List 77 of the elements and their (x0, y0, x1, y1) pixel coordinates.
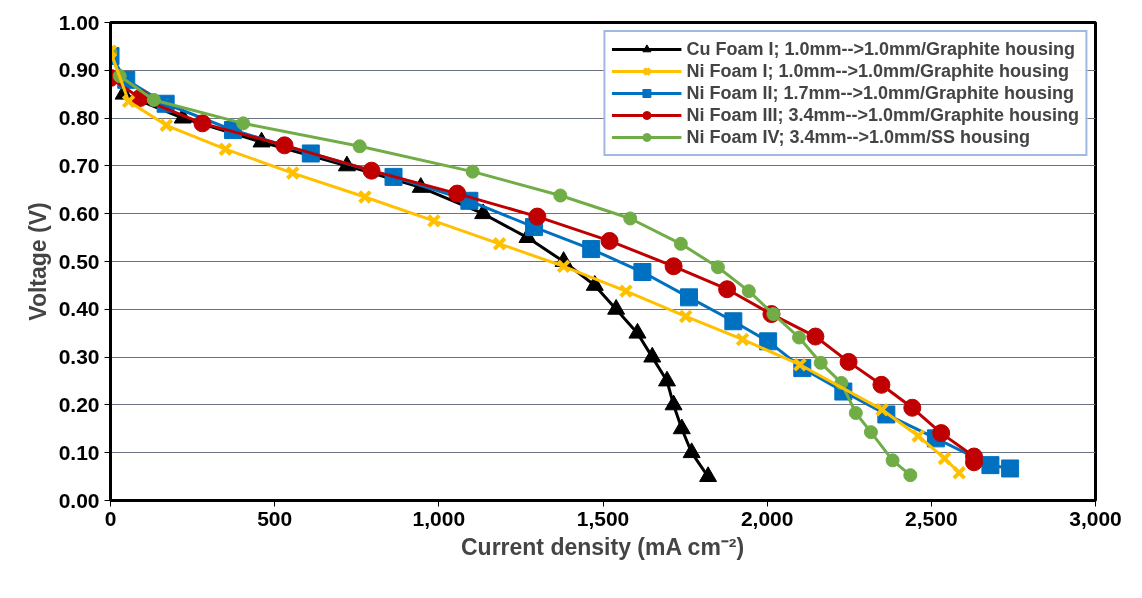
point (357, 189, 373, 205)
y-tick-label: 0.40 (58, 297, 100, 321)
point (680, 288, 699, 307)
point (285, 165, 301, 181)
point (633, 263, 652, 282)
point (121, 94, 136, 109)
point (885, 453, 900, 468)
point (275, 136, 294, 155)
point (903, 398, 922, 417)
point (582, 240, 601, 259)
y-tick-label: 0.70 (58, 153, 100, 177)
point (618, 283, 634, 299)
y-tick-label: 1.00 (58, 10, 100, 34)
x-tick-label: 500 (257, 506, 293, 530)
point (218, 141, 233, 157)
legend-label: Ni Foam IV; 3.4mm-->1.0mm/SS housing (686, 126, 1031, 148)
x-tick-label: 1,000 (412, 506, 466, 530)
point (146, 92, 161, 107)
point (848, 406, 863, 421)
point (792, 330, 807, 345)
y-tick-label: 0.20 (58, 392, 100, 416)
point (735, 332, 750, 347)
point (766, 307, 781, 322)
point (718, 280, 737, 299)
y-tick-label: 0.60 (58, 201, 100, 225)
point (465, 164, 480, 179)
point (193, 114, 212, 133)
point (664, 257, 683, 276)
point (710, 260, 725, 275)
point (492, 236, 507, 252)
x-tick-label: 1,500 (576, 506, 630, 530)
point (903, 468, 918, 483)
point (448, 184, 467, 203)
point (426, 213, 442, 229)
x-tick-label: 2,000 (740, 506, 794, 530)
point (951, 465, 967, 481)
point (236, 116, 251, 131)
y-tick-label: 0.50 (58, 249, 100, 273)
point (932, 424, 951, 443)
x-tick-label: 2,500 (905, 506, 958, 530)
point (874, 402, 890, 417)
point (863, 425, 878, 440)
point (528, 207, 547, 226)
point (937, 451, 952, 466)
point (724, 312, 743, 331)
legend-label: Ni Foam III; 3.4mm-->1.0mm/Graphite housing (686, 104, 1079, 126)
y-tick-label: 0.80 (58, 106, 100, 130)
point (678, 309, 694, 324)
point (362, 161, 381, 180)
x-tick-label: 3,000 (1069, 506, 1122, 530)
y-tick-label: 0.00 (58, 488, 100, 512)
x-axis-title: Current density (mA cm⁻²) (460, 533, 745, 560)
point (910, 428, 926, 444)
x-tick-label: 0 (104, 506, 117, 530)
point (813, 355, 828, 370)
point (806, 327, 825, 346)
y-tick-label: 0.30 (58, 345, 100, 369)
y-tick-label: 0.10 (58, 440, 100, 464)
point (981, 456, 1000, 475)
point (1001, 459, 1020, 478)
point (159, 117, 174, 133)
point (759, 332, 778, 351)
point (741, 284, 756, 299)
y-tick-label: 0.90 (58, 58, 100, 82)
point (623, 211, 638, 226)
point (673, 236, 688, 251)
point (553, 188, 568, 203)
y-axis-title: Voltage (V) (24, 202, 51, 321)
legend-label: Ni Foam II; 1.7mm-->1.0mm/Graphite housing (686, 82, 1074, 104)
point (352, 139, 367, 154)
point (600, 231, 619, 250)
legend-label: Ni Foam I; 1.0mm-->1.0mm/Graphite housing (686, 60, 1069, 82)
point (872, 375, 891, 394)
point (839, 352, 858, 371)
legend-label: Cu Foam I; 1.0mm-->1.0mm/Graphite housing (686, 38, 1075, 60)
point (556, 258, 571, 274)
point (792, 357, 808, 373)
